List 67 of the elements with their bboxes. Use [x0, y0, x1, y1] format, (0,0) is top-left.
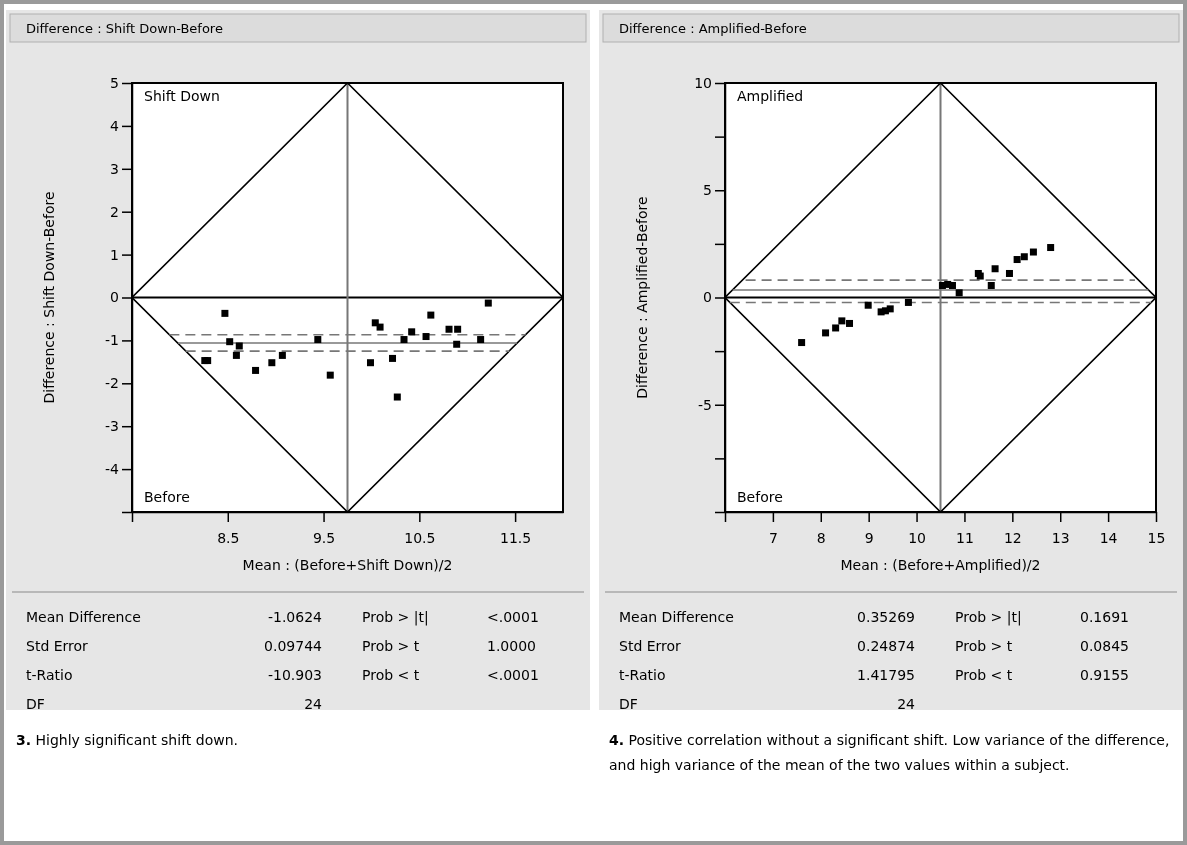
x-tick-label: 8.5 — [217, 530, 240, 547]
x-tick-label: 14 — [1099, 530, 1118, 547]
text: Mean Difference — [619, 609, 734, 625]
y-tick-label: 0 — [703, 289, 712, 306]
y-axis-title: Difference : Shift Down-Before — [41, 191, 57, 404]
x-tick-label: 9 — [864, 530, 874, 547]
x-tick-label: 10 — [908, 530, 926, 547]
annotation: Before — [737, 489, 783, 505]
y-tick-label: 10 — [694, 74, 712, 91]
text: t-Ratio — [619, 667, 666, 683]
annotation: Amplified — [737, 88, 804, 104]
text: DF — [26, 696, 45, 712]
text: -10.903 — [267, 667, 322, 683]
text: -1.0624 — [267, 609, 323, 625]
text: 24 — [897, 696, 916, 712]
y-tick-label: 4 — [110, 117, 120, 134]
text: 1.41795 — [857, 667, 915, 683]
x-tick-label: 7 — [768, 530, 778, 547]
text: 3. Highly significant shift down. — [16, 732, 238, 748]
text: 0.0845 — [1080, 638, 1129, 654]
text: <.0001 — [487, 667, 539, 683]
y-tick-label: 2 — [110, 203, 119, 220]
annotation: Shift Down — [144, 88, 220, 104]
x-tick-label: 10.5 — [404, 530, 436, 547]
text: Prob > t — [955, 638, 1013, 654]
y-tick-label: -2 — [105, 375, 119, 392]
x-tick-label: 8 — [816, 530, 826, 547]
text: Prob < t — [955, 667, 1013, 683]
text: Std Error — [619, 638, 682, 654]
annotation: Before — [144, 489, 190, 505]
y-tick-label: 5 — [110, 74, 119, 91]
text: 0.35269 — [857, 609, 915, 625]
text: 24 — [304, 696, 323, 712]
x-axis-title: Mean : (Before+Amplified)/2 — [840, 557, 1041, 573]
y-tick-label: 3 — [110, 160, 119, 177]
y-tick-label: -1 — [105, 332, 119, 349]
y-axis-title: Difference : Amplified-Before — [634, 196, 650, 399]
x-tick-label: 13 — [1051, 530, 1070, 547]
y-tick-label: 1 — [110, 246, 119, 263]
y-tick-label: -4 — [105, 461, 120, 478]
y-tick-label: -3 — [105, 418, 119, 435]
text: 4. Positive correlation without a significant shift. Low variance of the difference, and high variance of the mean of the two values within a subject. — [609, 732, 1170, 773]
x-tick-label: 11 — [956, 530, 974, 547]
text: Prob > |t| — [955, 609, 1022, 626]
y-tick-label: -5 — [698, 396, 712, 413]
x-tick-label: 9.5 — [312, 530, 336, 547]
text: 0.24874 — [857, 638, 916, 654]
y-tick-label: 0 — [110, 289, 119, 306]
x-tick-label: 15 — [1147, 530, 1166, 547]
x-tick-label: 11.5 — [500, 530, 532, 547]
text: Prob > |t| — [362, 609, 429, 626]
text: Prob < t — [362, 667, 420, 683]
text: 0.09744 — [264, 638, 323, 654]
y-tick-label: 5 — [703, 182, 712, 199]
text: Std Error — [26, 638, 89, 654]
text: t-Ratio — [26, 667, 73, 683]
text: 0.1691 — [1080, 609, 1129, 625]
text: DF — [619, 696, 638, 712]
chart-title: Difference : Amplified-Before — [619, 21, 807, 36]
text: 1.0000 — [487, 638, 536, 654]
x-tick-label: 12 — [1003, 530, 1022, 547]
text: 0.9155 — [1080, 667, 1129, 683]
chart-title: Difference : Shift Down-Before — [26, 21, 223, 36]
text: <.0001 — [487, 609, 539, 625]
text: Prob > t — [362, 638, 420, 654]
x-axis-title: Mean : (Before+Shift Down)/2 — [242, 557, 453, 573]
text: Mean Difference — [26, 609, 141, 625]
